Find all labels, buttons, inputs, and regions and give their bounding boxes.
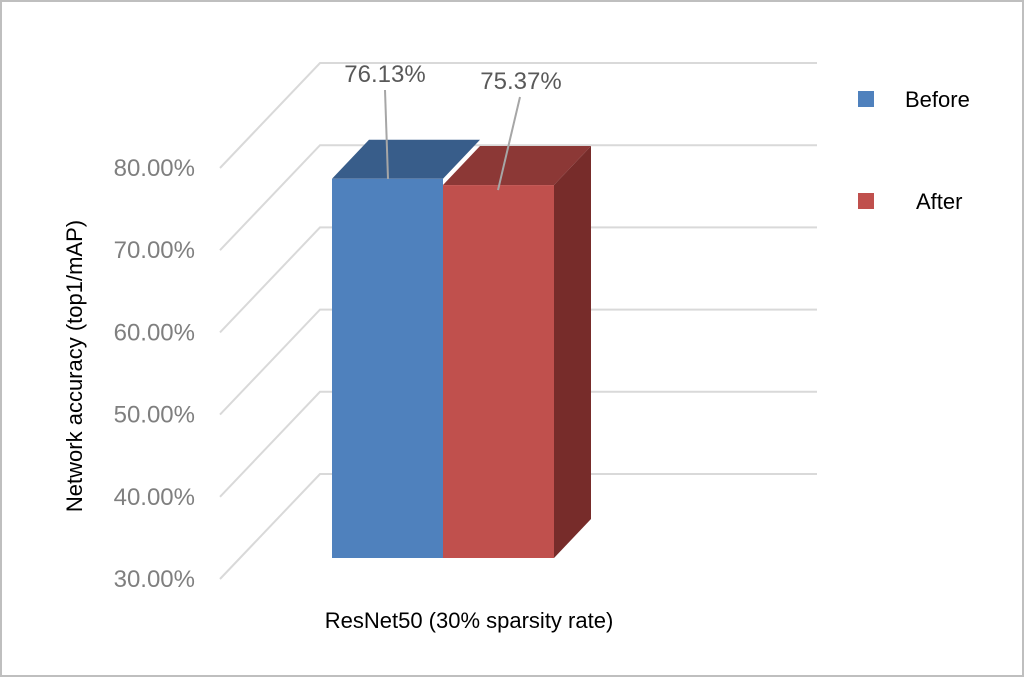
bar-after — [443, 146, 591, 558]
gridline — [219, 308, 817, 416]
bar-top-face — [443, 146, 591, 186]
legend-swatch — [858, 91, 874, 107]
y-tick-label: 50.00% — [114, 402, 195, 429]
gridline — [219, 144, 817, 251]
legend-label: Before — [905, 87, 970, 112]
y-tick-label: 40.00% — [114, 484, 195, 511]
legend-item-before: Before — [858, 87, 970, 112]
data-labels: 76.13% 75.37% — [344, 61, 562, 191]
data-label: 76.13% — [344, 61, 425, 88]
bar-before — [332, 139, 480, 558]
x-axis-category-label: ResNet50 (30% sparsity rate) — [325, 608, 614, 633]
legend-swatch — [858, 193, 874, 209]
gridlines — [219, 62, 817, 580]
legend: Before After — [858, 87, 970, 214]
y-tick-label: 70.00% — [114, 237, 195, 264]
legend-label: After — [916, 189, 962, 214]
y-axis-ticks: 30.00% 40.00% 50.00% 60.00% 70.00% 80.00% — [114, 155, 195, 593]
data-label-leader — [384, 89, 389, 179]
y-tick-label: 60.00% — [114, 319, 195, 346]
bar-top-face — [332, 139, 480, 179]
gridline — [219, 390, 817, 498]
data-label-leader — [497, 96, 521, 191]
gridline — [219, 62, 817, 169]
gridline — [219, 473, 817, 580]
bar-side-face — [554, 146, 591, 558]
bar-front-face — [332, 178, 443, 558]
bars — [332, 139, 591, 558]
y-axis-title: Network accuracy (top1/mAP) — [62, 220, 87, 512]
y-tick-label: 80.00% — [114, 155, 195, 182]
gridline — [219, 226, 817, 334]
y-tick-label: 30.00% — [114, 566, 195, 593]
data-label: 75.37% — [480, 68, 561, 95]
legend-item-after: After — [858, 189, 962, 214]
bar-front-face — [443, 185, 554, 558]
